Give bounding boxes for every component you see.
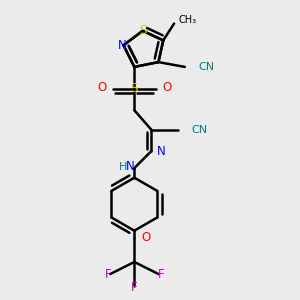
- Text: O: O: [162, 81, 171, 94]
- Text: S: S: [131, 82, 138, 95]
- Text: H: H: [119, 162, 128, 172]
- Text: N: N: [157, 145, 166, 158]
- Text: F: F: [131, 281, 138, 294]
- Text: CN: CN: [198, 62, 214, 72]
- Text: CN: CN: [191, 124, 207, 134]
- Text: N: N: [118, 39, 127, 52]
- Text: F: F: [158, 268, 164, 281]
- Text: N: N: [126, 160, 135, 173]
- Text: F: F: [104, 268, 111, 281]
- Text: O: O: [98, 81, 107, 94]
- Text: S: S: [139, 24, 146, 37]
- Text: O: O: [142, 231, 151, 244]
- Text: CH₃: CH₃: [179, 15, 197, 25]
